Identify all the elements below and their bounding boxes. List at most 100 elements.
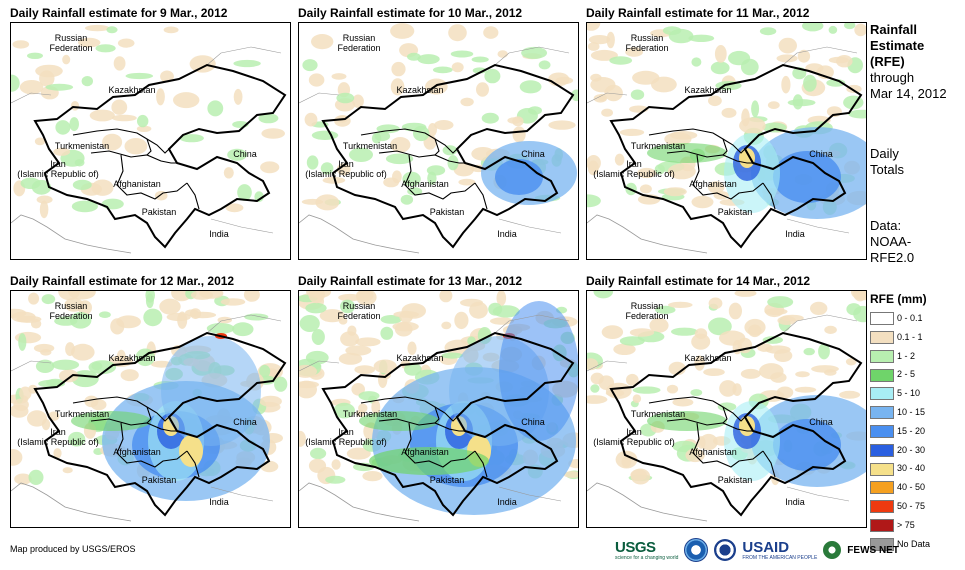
region-outline xyxy=(609,331,863,517)
rainfall-map: Russian Federation Kazakhstan Turkmenistan… xyxy=(586,290,867,528)
country-label-russia: Russian Federation xyxy=(49,33,93,53)
country-label-iran: Iran (Islamic Republic of) xyxy=(17,427,99,447)
legend-swatch xyxy=(870,330,894,344)
legend-swatch xyxy=(870,500,894,514)
fews-globe-icon xyxy=(823,541,842,559)
country-label-afghanistan: Afghanistan xyxy=(113,447,161,457)
legend-item: 30 - 40 xyxy=(870,460,925,476)
panel-title: Daily Rainfall estimate for 9 Mar., 2012 xyxy=(10,6,228,20)
legend-swatch xyxy=(870,387,894,401)
legend-label: No Data xyxy=(897,538,931,549)
legend-label: 40 - 50 xyxy=(897,482,926,493)
legend-item: 1 - 2 xyxy=(870,348,915,364)
country-label-china: China xyxy=(809,149,833,159)
country-label-pakistan: Pakistan xyxy=(429,475,465,485)
country-label-china: China xyxy=(521,417,545,427)
legend-label: > 75 xyxy=(897,519,915,530)
rainfall-map: Russian Federation Kazakhstan Turkmenistan… xyxy=(10,22,291,260)
country-label-kazakhstan: Kazakhstan xyxy=(108,85,156,95)
rainfall-map: Russian Federation Kazakhstan Turkmenistan… xyxy=(10,290,291,528)
footer-credit: Map produced by USGS/EROS xyxy=(10,544,136,554)
legend-label: 0.1 - 1 xyxy=(897,331,923,342)
country-label-russia: Russian Federation xyxy=(337,301,381,321)
country-label-iran: Iran (Islamic Republic of) xyxy=(305,159,387,179)
totals-label: Totals xyxy=(870,162,904,177)
legend-swatch xyxy=(870,368,894,382)
legend-label: 10 - 15 xyxy=(897,407,926,417)
country-label-turkmenistan: Turkmenistan xyxy=(54,409,110,419)
country-label-india: India xyxy=(497,229,517,239)
data-source-line2: RFE2.0 xyxy=(870,250,915,265)
rainfall-field xyxy=(11,24,285,219)
legend-label: 30 - 40 xyxy=(897,463,926,474)
legend-swatch xyxy=(870,462,894,476)
country-label-iran: Iran (Islamic Republic of) xyxy=(593,427,675,447)
country-label-kazakhstan: Kazakhstan xyxy=(396,353,444,363)
legend-item: 2 - 5 xyxy=(870,366,915,382)
country-label-turkmenistan: Turkmenistan xyxy=(54,141,110,151)
panel-title: Daily Rainfall estimate for 10 Mar., 201… xyxy=(298,6,523,20)
legend-swatch xyxy=(870,443,894,457)
legend-item: 10 - 15 xyxy=(870,404,925,420)
legend-label: 15 - 20 xyxy=(897,425,926,436)
rainfall-field xyxy=(587,291,866,487)
usaid-logo-text: USAID xyxy=(742,539,790,556)
panel-title: Daily Rainfall estimate for 14 Mar., 201… xyxy=(586,274,811,288)
country-label-pakistan: Pakistan xyxy=(717,475,753,485)
country-label-russia: Russian Federation xyxy=(337,33,381,53)
rfe-title-line1: Rainfall xyxy=(870,22,917,37)
usgs-logo-text: USGS xyxy=(615,539,656,556)
rainfall-field xyxy=(587,23,866,219)
country-label-india: India xyxy=(785,229,805,239)
panel-title: Daily Rainfall estimate for 11 Mar., 201… xyxy=(586,6,810,20)
nasa-seal-icon xyxy=(714,539,737,561)
country-label-china: China xyxy=(809,417,833,427)
legend-swatch xyxy=(870,424,894,438)
country-label-kazakhstan: Kazakhstan xyxy=(684,85,732,95)
legend-item: 5 - 10 xyxy=(870,385,920,401)
usaid-logo: USAID FROM THE AMERICAN PEOPLE xyxy=(742,539,817,561)
country-label-afghanistan: Afghanistan xyxy=(689,447,737,457)
data-source-line1: NOAA- xyxy=(870,234,912,249)
country-label-india: India xyxy=(209,229,229,239)
country-label-russia: Russian Federation xyxy=(625,33,669,53)
legend-item: 40 - 50 xyxy=(870,479,925,495)
country-label-afghanistan: Afghanistan xyxy=(401,447,449,457)
country-label-turkmenistan: Turkmenistan xyxy=(342,409,398,419)
fews-net-logo-text: FEWS NET xyxy=(847,544,899,556)
legend-swatch xyxy=(870,312,894,326)
country-label-turkmenistan: Turkmenistan xyxy=(342,141,398,151)
country-label-kazakhstan: Kazakhstan xyxy=(396,85,444,95)
legend-swatch xyxy=(870,481,894,495)
region-outline xyxy=(33,63,287,249)
daily-totals: Daily Totals xyxy=(870,146,904,178)
legend-label: 1 - 2 xyxy=(897,350,916,361)
rainfall-map: Russian Federation Kazakhstan Turkmenistan… xyxy=(298,22,579,260)
country-label-afghanistan: Afghanistan xyxy=(401,179,449,189)
country-label-china: China xyxy=(233,149,257,159)
legend-item: 0 - 0.1 xyxy=(870,310,923,326)
country-label-afghanistan: Afghanistan xyxy=(113,179,161,189)
usgs-tagline: science for a changing world xyxy=(615,555,679,561)
country-label-russia: Russian Federation xyxy=(625,301,669,321)
data-source: Data: NOAA- RFE2.0 xyxy=(870,218,914,266)
country-label-pakistan: Pakistan xyxy=(429,207,465,217)
panel-title: Daily Rainfall estimate for 12 Mar., 201… xyxy=(10,274,235,288)
country-label-china: China xyxy=(521,149,545,159)
country-label-kazakhstan: Kazakhstan xyxy=(108,353,156,363)
country-label-afghanistan: Afghanistan xyxy=(689,179,737,189)
usaid-tagline: FROM THE AMERICAN PEOPLE xyxy=(742,555,818,561)
through-date: Mar 14, 2012 xyxy=(870,86,947,101)
country-label-kazakhstan: Kazakhstan xyxy=(684,353,732,363)
legend-label: 2 - 5 xyxy=(897,369,916,380)
country-label-china: China xyxy=(233,417,257,427)
legend-swatch xyxy=(870,518,894,532)
legend-label: 50 - 75 xyxy=(897,501,926,511)
country-label-iran: Iran (Islamic Republic of) xyxy=(593,159,675,179)
daily-label: Daily xyxy=(870,146,899,161)
legend-item: 15 - 20 xyxy=(870,423,925,439)
data-label: Data: xyxy=(870,218,902,233)
legend-item: 0.1 - 1 xyxy=(870,329,923,345)
legend-item: > 75 xyxy=(870,517,915,533)
rainfall-map: Russian Federation Kazakhstan Turkmenistan… xyxy=(586,22,867,260)
